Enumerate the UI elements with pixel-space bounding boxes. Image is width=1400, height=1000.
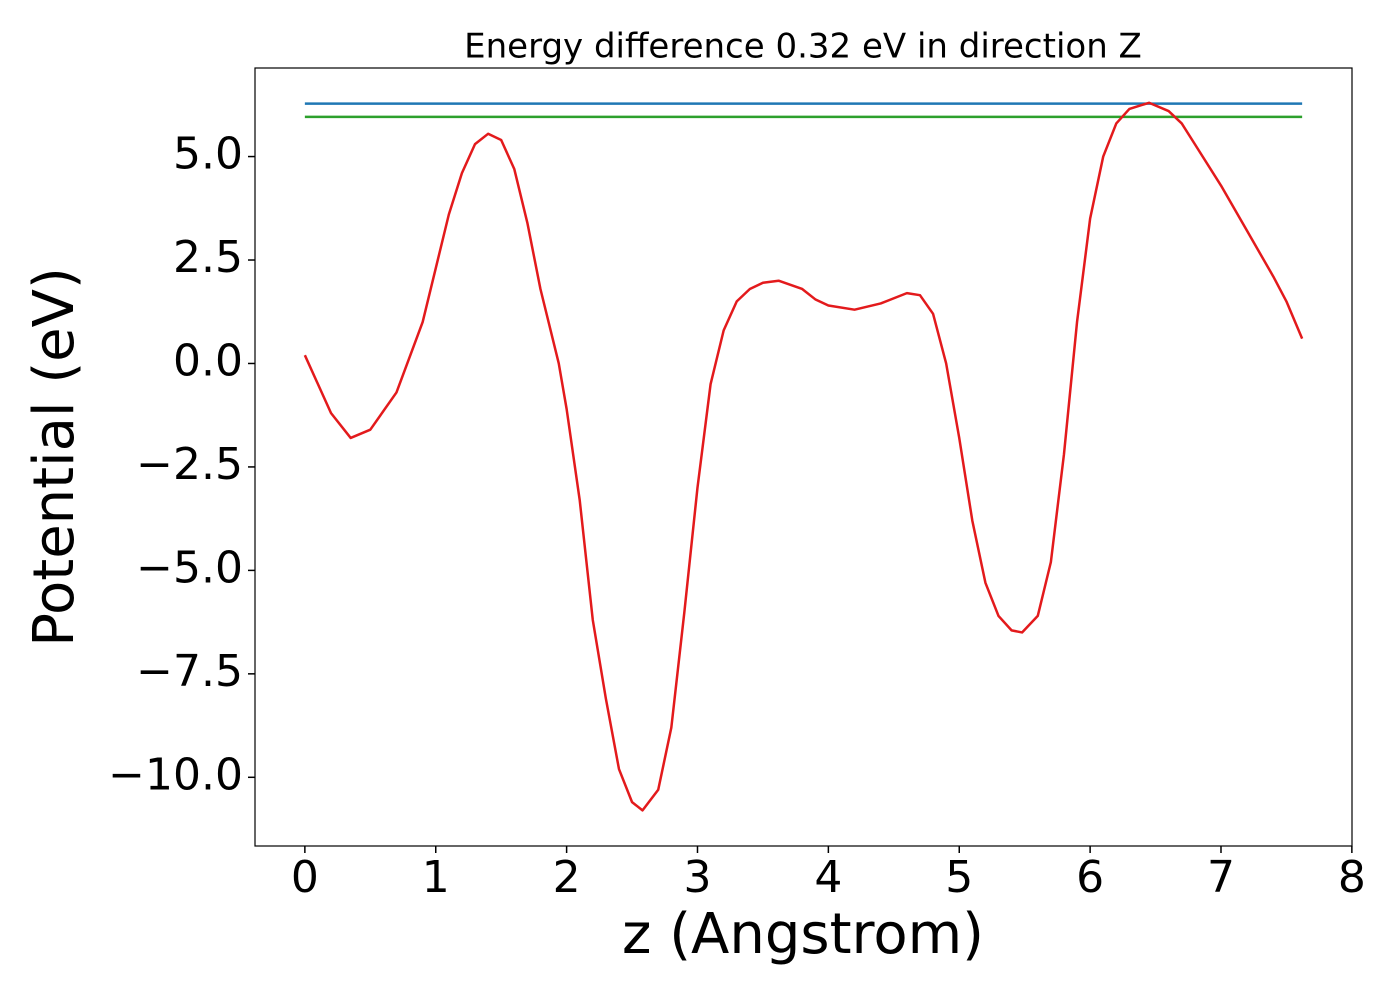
chart-title: Energy difference 0.32 eV in direction Z [464, 27, 1142, 67]
y-tick-label: 2.5 [173, 232, 243, 283]
y-tick-label: 5.0 [173, 129, 243, 180]
y-tick-label: −7.5 [136, 646, 243, 697]
x-tick-label: 4 [814, 852, 842, 903]
x-tick-label: 2 [553, 852, 581, 903]
x-tick-label: 6 [1076, 852, 1104, 903]
y-tick-label: 0.0 [173, 335, 243, 386]
series-line [303, 101, 1304, 812]
x-tick-label: 3 [683, 852, 711, 903]
y-tick-label: −10.0 [108, 749, 243, 800]
x-axis-label: z (Angstrom) [622, 902, 984, 967]
y-tick-label: −2.5 [136, 439, 243, 490]
plot-frame [254, 67, 1353, 847]
x-tick-label: 8 [1338, 852, 1366, 903]
y-axis-label: Potential (eV) [22, 267, 87, 647]
x-tick-label: 7 [1207, 852, 1235, 903]
x-tick-label: 1 [422, 852, 450, 903]
x-tick-label: 0 [291, 852, 319, 903]
x-tick-label: 5 [945, 852, 973, 903]
y-tick-label: −5.0 [136, 542, 243, 593]
